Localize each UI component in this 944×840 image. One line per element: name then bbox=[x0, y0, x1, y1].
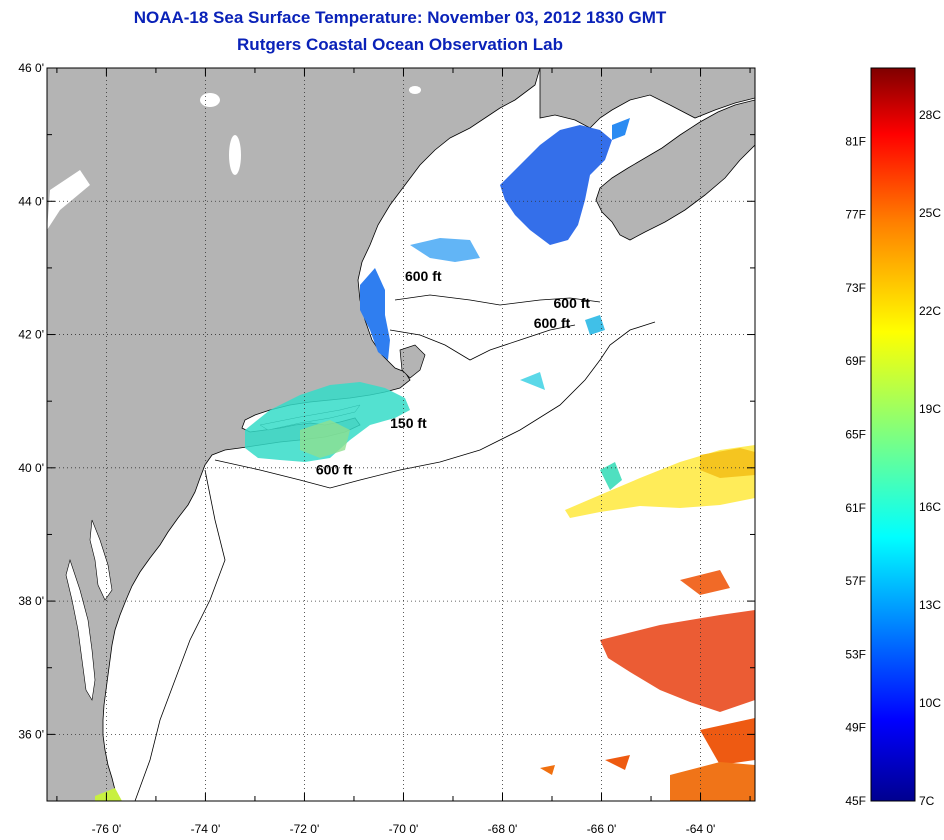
colorbar-f-label: 81F bbox=[845, 134, 866, 148]
colorbar-f-label: 53F bbox=[845, 647, 866, 661]
contour-label: 600 ft bbox=[534, 315, 571, 331]
contour-label: 600 ft bbox=[554, 295, 591, 311]
colorbar-f-label: 69F bbox=[845, 354, 866, 368]
lon-tick-label: -68 0' bbox=[488, 822, 518, 836]
colorbar-f-label: 45F bbox=[845, 794, 866, 808]
lat-tick-label: 44 0' bbox=[18, 194, 44, 208]
sst-data-patches bbox=[95, 118, 755, 801]
lat-tick-label: 38 0' bbox=[18, 594, 44, 608]
colorbar-c-label: 13C bbox=[919, 598, 941, 612]
contour-label: 600 ft bbox=[405, 268, 442, 284]
lat-tick-label: 46 0' bbox=[18, 61, 44, 75]
contour-label: 150 ft bbox=[390, 415, 427, 431]
colorbar-f-label: 73F bbox=[845, 281, 866, 295]
lon-tick-label: -66 0' bbox=[587, 822, 617, 836]
colorbar-c-label: 22C bbox=[919, 304, 941, 318]
map-subtitle: Rutgers Coastal Ocean Observation Lab bbox=[237, 35, 563, 54]
map-title: NOAA-18 Sea Surface Temperature: Novembe… bbox=[133, 8, 667, 27]
colorbar-f-label: 65F bbox=[845, 428, 866, 442]
lat-tick-label: 42 0' bbox=[18, 328, 44, 342]
colorbar-c-label: 7C bbox=[919, 794, 935, 808]
colorbar-c-label: 25C bbox=[919, 206, 941, 220]
land-new-brunswick bbox=[539, 68, 755, 129]
bathymetry-contours bbox=[134, 294, 656, 801]
lon-tick-label: -70 0' bbox=[389, 822, 419, 836]
colorbar-c-label: 28C bbox=[919, 108, 941, 122]
lon-tick-label: -76 0' bbox=[92, 822, 122, 836]
colorbar bbox=[870, 67, 916, 802]
colorbar-f-label: 61F bbox=[845, 501, 866, 515]
land-nova-scotia bbox=[595, 99, 755, 241]
lat-tick-label: 40 0' bbox=[18, 461, 44, 475]
lat-tick-label: 36 0' bbox=[18, 727, 44, 741]
colorbar-c-label: 10C bbox=[919, 696, 941, 710]
lon-tick-label: -74 0' bbox=[191, 822, 221, 836]
lon-tick-label: -64 0' bbox=[686, 822, 716, 836]
colorbar-f-label: 57F bbox=[845, 574, 866, 588]
colorbar-c-label: 19C bbox=[919, 402, 941, 416]
map-frame bbox=[46, 67, 756, 802]
lon-tick-label: -72 0' bbox=[290, 822, 320, 836]
colorbar-f-label: 49F bbox=[845, 721, 866, 735]
colorbar-f-label: 77F bbox=[845, 208, 866, 222]
colorbar-c-label: 16C bbox=[919, 500, 941, 514]
contour-label: 600 ft bbox=[316, 461, 353, 477]
